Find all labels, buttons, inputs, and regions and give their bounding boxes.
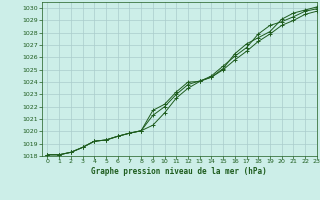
X-axis label: Graphe pression niveau de la mer (hPa): Graphe pression niveau de la mer (hPa) — [91, 167, 267, 176]
